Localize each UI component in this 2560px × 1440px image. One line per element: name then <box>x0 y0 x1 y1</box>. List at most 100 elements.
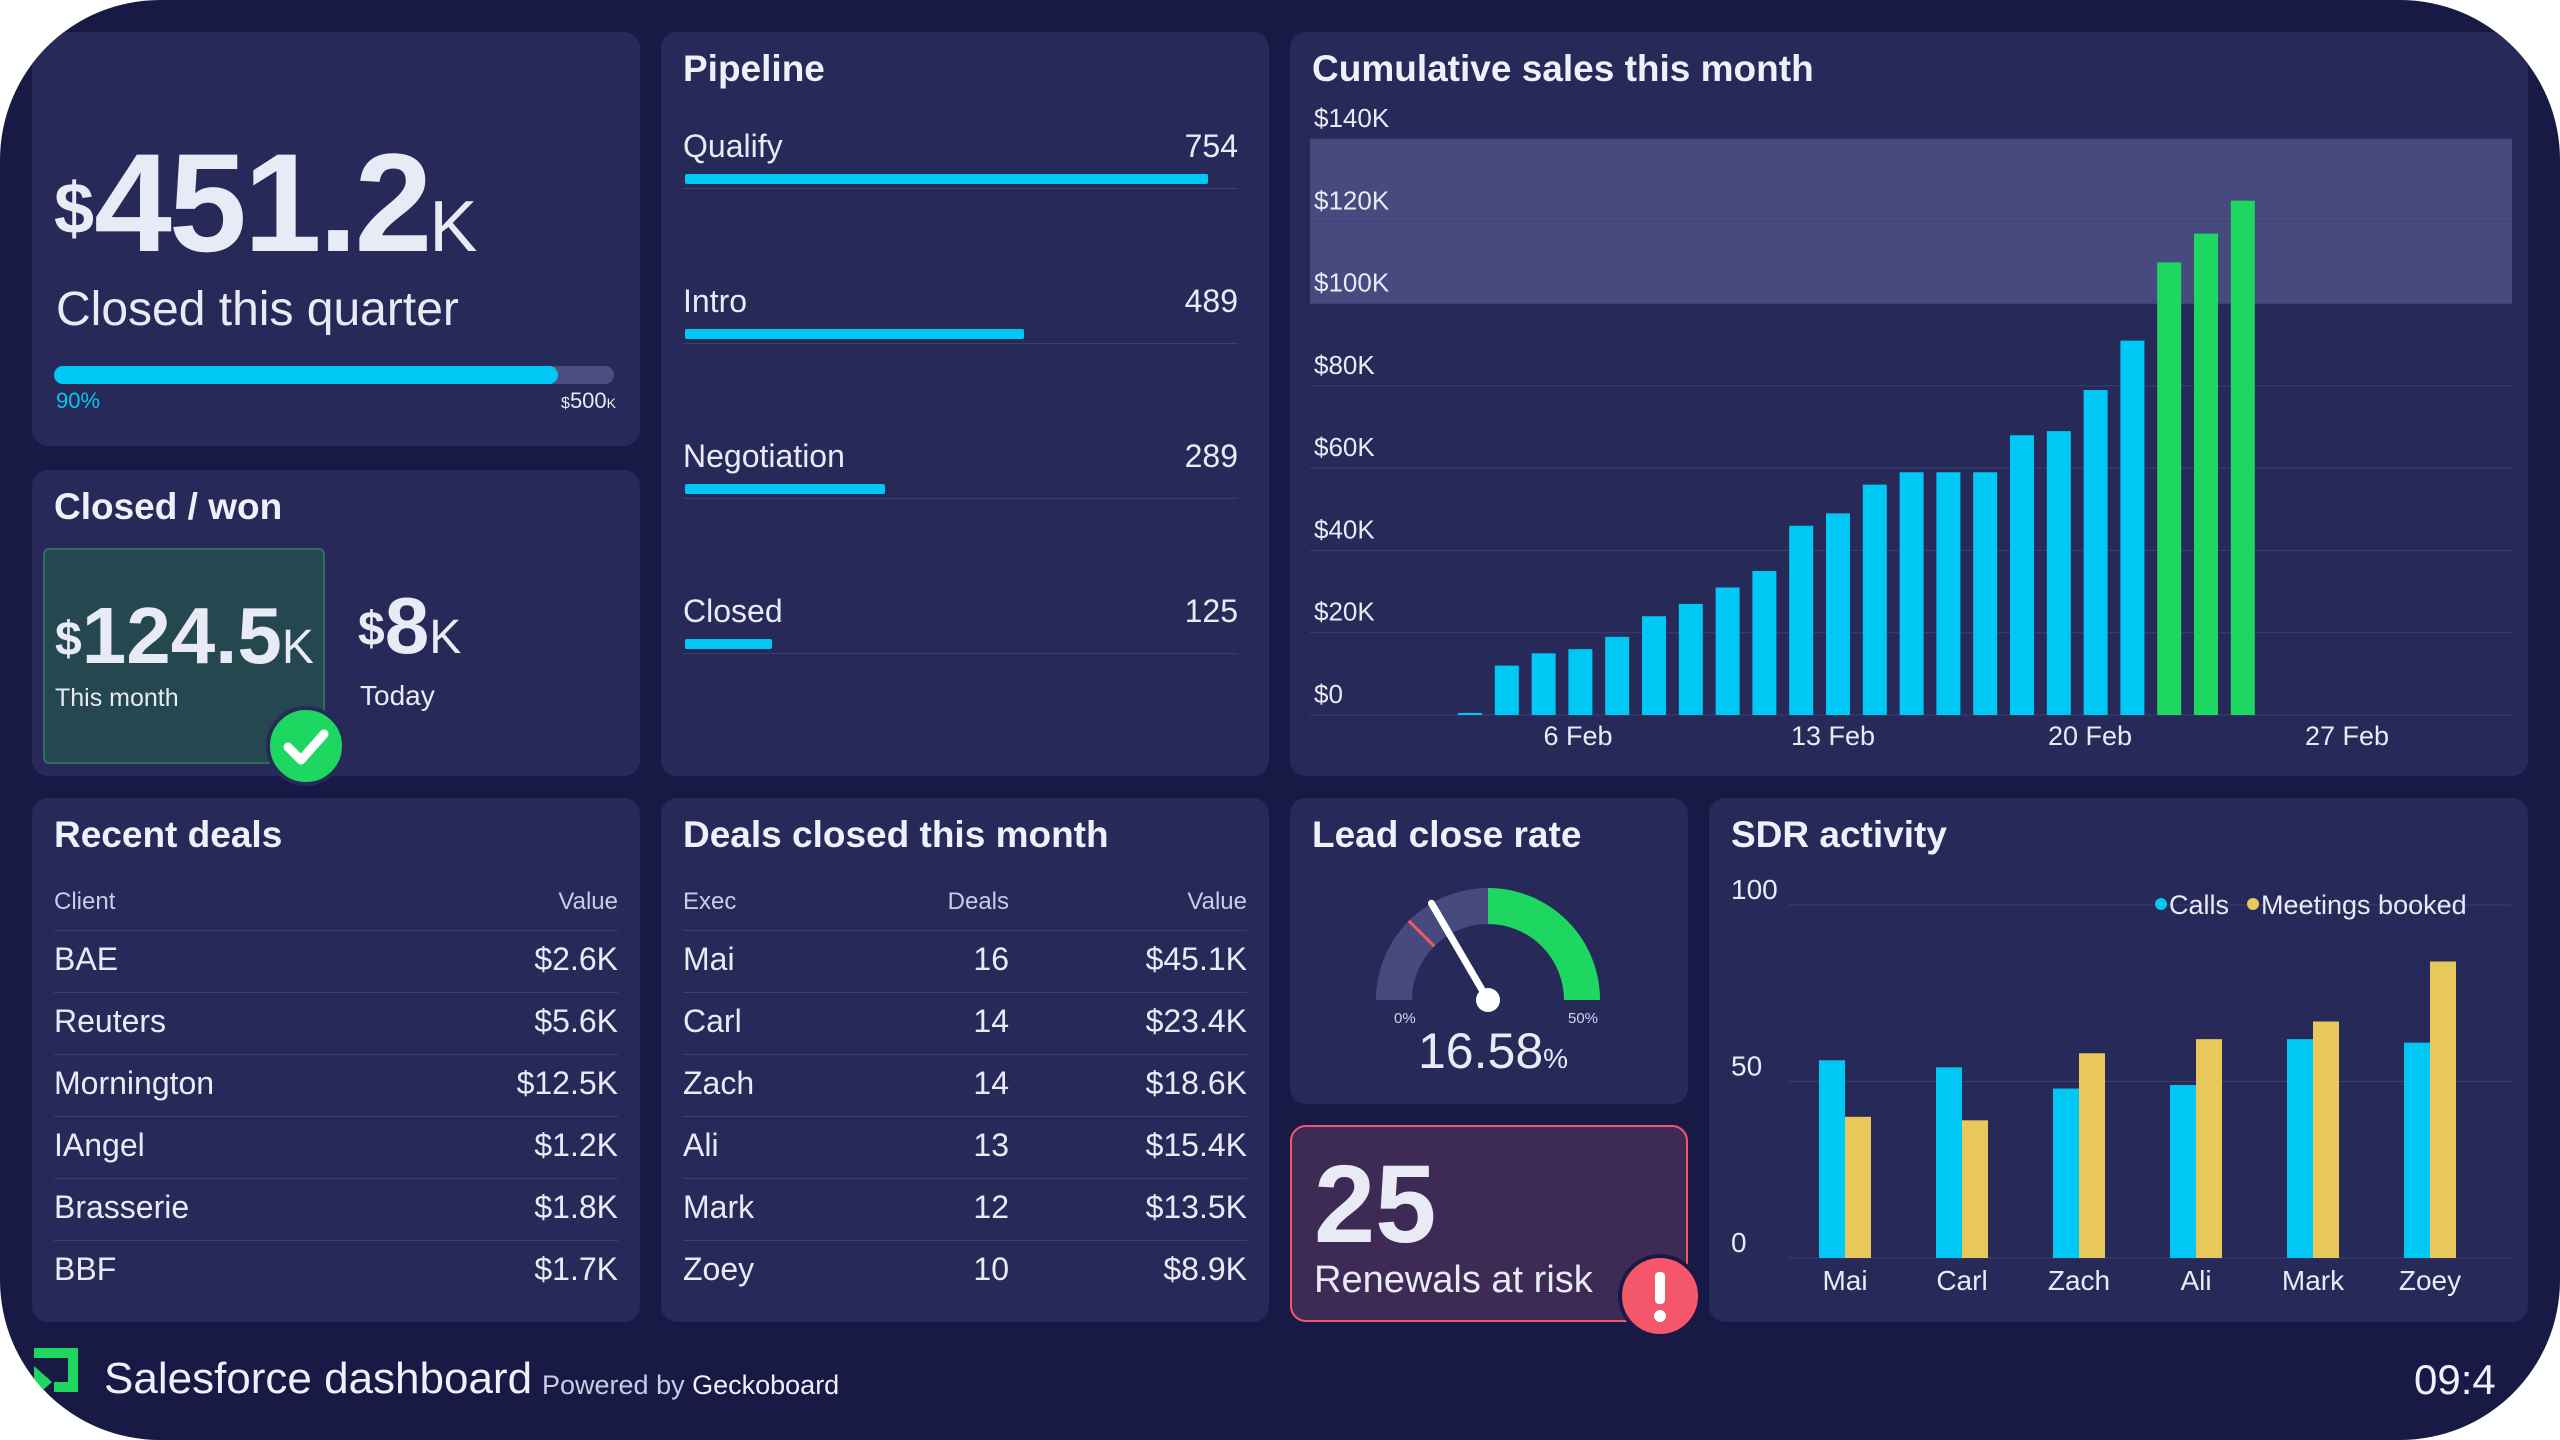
bar <box>2430 961 2456 1258</box>
pipeline-stage-row: Closed 125 <box>683 593 1238 654</box>
bar <box>1845 1116 1871 1258</box>
footer-title: Salesforce dashboard <box>104 1354 533 1403</box>
panel-title: Lead close rate <box>1312 814 1582 855</box>
bar <box>2010 435 2034 715</box>
x-tick-label: Mai <box>1822 1265 1867 1296</box>
cumulative-sales-panel: Cumulative sales this month $0 $20K $40K $6… <box>1290 32 2528 776</box>
bar <box>2194 233 2218 715</box>
y-tick-label: 100 <box>1731 874 1778 905</box>
y-tick-label: $40K <box>1314 514 1375 544</box>
table-row[interactable]: Mornington $12.5K <box>54 1054 618 1117</box>
y-tick-label: 0 <box>1731 1227 1747 1258</box>
bar <box>1973 472 1998 715</box>
pipeline-stage-value: 754 <box>1184 128 1238 164</box>
table-row[interactable]: Carl 14 $23.4K <box>683 992 1247 1055</box>
panel-title: Deals closed this month <box>683 814 1109 855</box>
table-row[interactable]: BAE $2.6K <box>54 930 618 993</box>
table-row[interactable]: Brasserie $1.8K <box>54 1178 618 1241</box>
closed-month-card: $124.5K This month <box>43 548 325 764</box>
x-tick-label: Mark <box>2282 1265 2345 1296</box>
value-cell: $8.9K <box>1163 1251 1247 1287</box>
gauge-min-label: 0% <box>1394 1010 1416 1027</box>
table-row[interactable]: Ali 13 $15.4K <box>683 1116 1247 1179</box>
column-header-value: Value <box>1187 888 1247 915</box>
bar <box>2120 340 2145 715</box>
pipeline-stage-row: Qualify 754 <box>683 128 1238 189</box>
table-row[interactable]: IAngel $1.2K <box>54 1116 618 1179</box>
table-row[interactable]: Mai 16 $45.1K <box>683 930 1247 993</box>
kpi-target-suffix: K <box>606 395 616 411</box>
table-row[interactable]: Reuters $5.6K <box>54 992 618 1055</box>
gauge-marker <box>1407 919 1436 948</box>
value-cell: $1.7K <box>534 1251 618 1287</box>
lead-close-rate-panel: Lead close rate 0% 50% 16.58% <box>1290 798 1688 1104</box>
pipeline-panel: Pipeline Qualify 754 Intro 489 Negotiation 28… <box>661 32 1269 776</box>
exec-cell: Zoey <box>683 1251 755 1287</box>
renewals-value: 25 <box>1314 1143 1437 1266</box>
y-tick-label: $80K <box>1314 350 1375 380</box>
gauge-max-label: 50% <box>1568 1010 1598 1027</box>
client-cell: Brasserie <box>54 1189 190 1225</box>
pipeline-stage-label: Negotiation <box>683 438 845 474</box>
client-cell: IAngel <box>54 1127 145 1163</box>
kpi-panel: $451.2K Closed this quarter 90% $500K <box>32 32 640 446</box>
deals-cell: 14 <box>973 1003 1009 1039</box>
bar <box>2196 1039 2222 1258</box>
client-cell: BAE <box>54 941 119 977</box>
deals-cell: 12 <box>973 1189 1009 1225</box>
exec-cell: Mai <box>683 941 735 977</box>
x-tick-label: 6 Feb <box>1543 721 1612 751</box>
value-cell: $15.4K <box>1145 1127 1247 1163</box>
today-number: 8 <box>384 581 430 670</box>
column-header-client: Client <box>54 888 116 915</box>
cumulative-sales-chart: $0 $20K $40K $60K $80K $100K $120K $140K 6 Feb 13… <box>1310 103 2512 751</box>
powered-by-prefix: Powered by <box>542 1370 685 1400</box>
table-row[interactable]: Zach 14 $18.6K <box>683 1054 1247 1117</box>
table-row[interactable]: BBF $1.7K <box>54 1240 618 1303</box>
value-cell: $1.8K <box>534 1189 618 1225</box>
bar <box>2083 389 2108 715</box>
pipeline-stage-bar <box>685 639 772 649</box>
table-row[interactable]: Mark 12 $13.5K <box>683 1178 1247 1241</box>
today-suffix: K <box>429 611 462 664</box>
bar <box>1936 472 1961 715</box>
kpi-number: 451.2 <box>94 124 432 281</box>
lead-close-unit: % <box>1543 1043 1569 1074</box>
exec-cell: Ali <box>683 1127 719 1163</box>
bar <box>1494 665 1519 715</box>
legend-swatch <box>2247 898 2259 910</box>
month-currency: $ <box>55 613 82 666</box>
pipeline-stage-label: Intro <box>683 283 748 319</box>
value-cell: $45.1K <box>1145 941 1247 977</box>
client-cell: Mornington <box>54 1065 215 1101</box>
bar <box>1789 525 1814 715</box>
client-cell: BBF <box>54 1251 117 1287</box>
value-cell: $1.2K <box>534 1127 618 1163</box>
lead-close-gauge: 0% 50% <box>1376 888 1600 1027</box>
table-row[interactable]: Zoey 10 $8.9K <box>683 1240 1247 1303</box>
sdr-activity-panel: SDR activity 0 50 100 Mai Carl Zach Ali Mark Zoe… <box>1709 798 2528 1322</box>
bar <box>2053 1088 2079 1258</box>
pipeline-stage-row: Intro 489 <box>683 283 1238 344</box>
check-icon <box>266 706 346 786</box>
panel-title: Closed / won <box>54 486 283 527</box>
bar <box>2157 262 2182 715</box>
bar <box>1899 472 1924 715</box>
exec-cell: Mark <box>683 1189 755 1225</box>
bar <box>1826 513 1850 715</box>
kpi-suffix: K <box>429 187 478 267</box>
value-cell: $5.6K <box>534 1003 618 1039</box>
panel-title: Cumulative sales this month <box>1312 48 1814 89</box>
panel-title: Pipeline <box>683 48 825 89</box>
x-tick-label: 27 Feb <box>2305 721 2389 751</box>
lead-close-value: 16.58% <box>1418 1022 1568 1080</box>
exec-cell: Carl <box>683 1003 742 1039</box>
closed-month-value: $124.5K <box>55 590 314 682</box>
bar <box>2313 1021 2339 1258</box>
gauge-target-zone <box>1487 888 1600 1001</box>
x-tick-label: Carl <box>1936 1265 1987 1296</box>
bar <box>2287 1039 2313 1258</box>
month-number: 124.5 <box>81 591 282 680</box>
bar <box>1715 587 1740 715</box>
month-suffix: K <box>281 621 314 674</box>
